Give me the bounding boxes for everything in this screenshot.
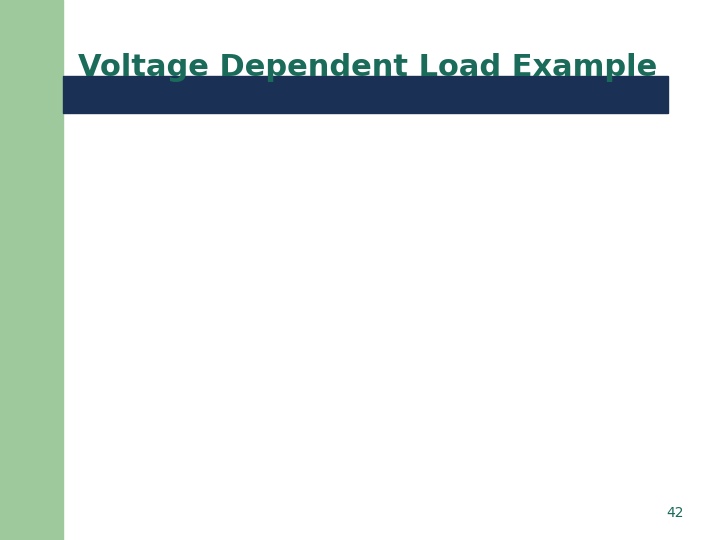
Text: 42: 42 xyxy=(667,506,684,520)
Bar xyxy=(63,76,668,113)
Text: Voltage Dependent Load Example: Voltage Dependent Load Example xyxy=(78,53,657,82)
Bar xyxy=(0,0,63,540)
